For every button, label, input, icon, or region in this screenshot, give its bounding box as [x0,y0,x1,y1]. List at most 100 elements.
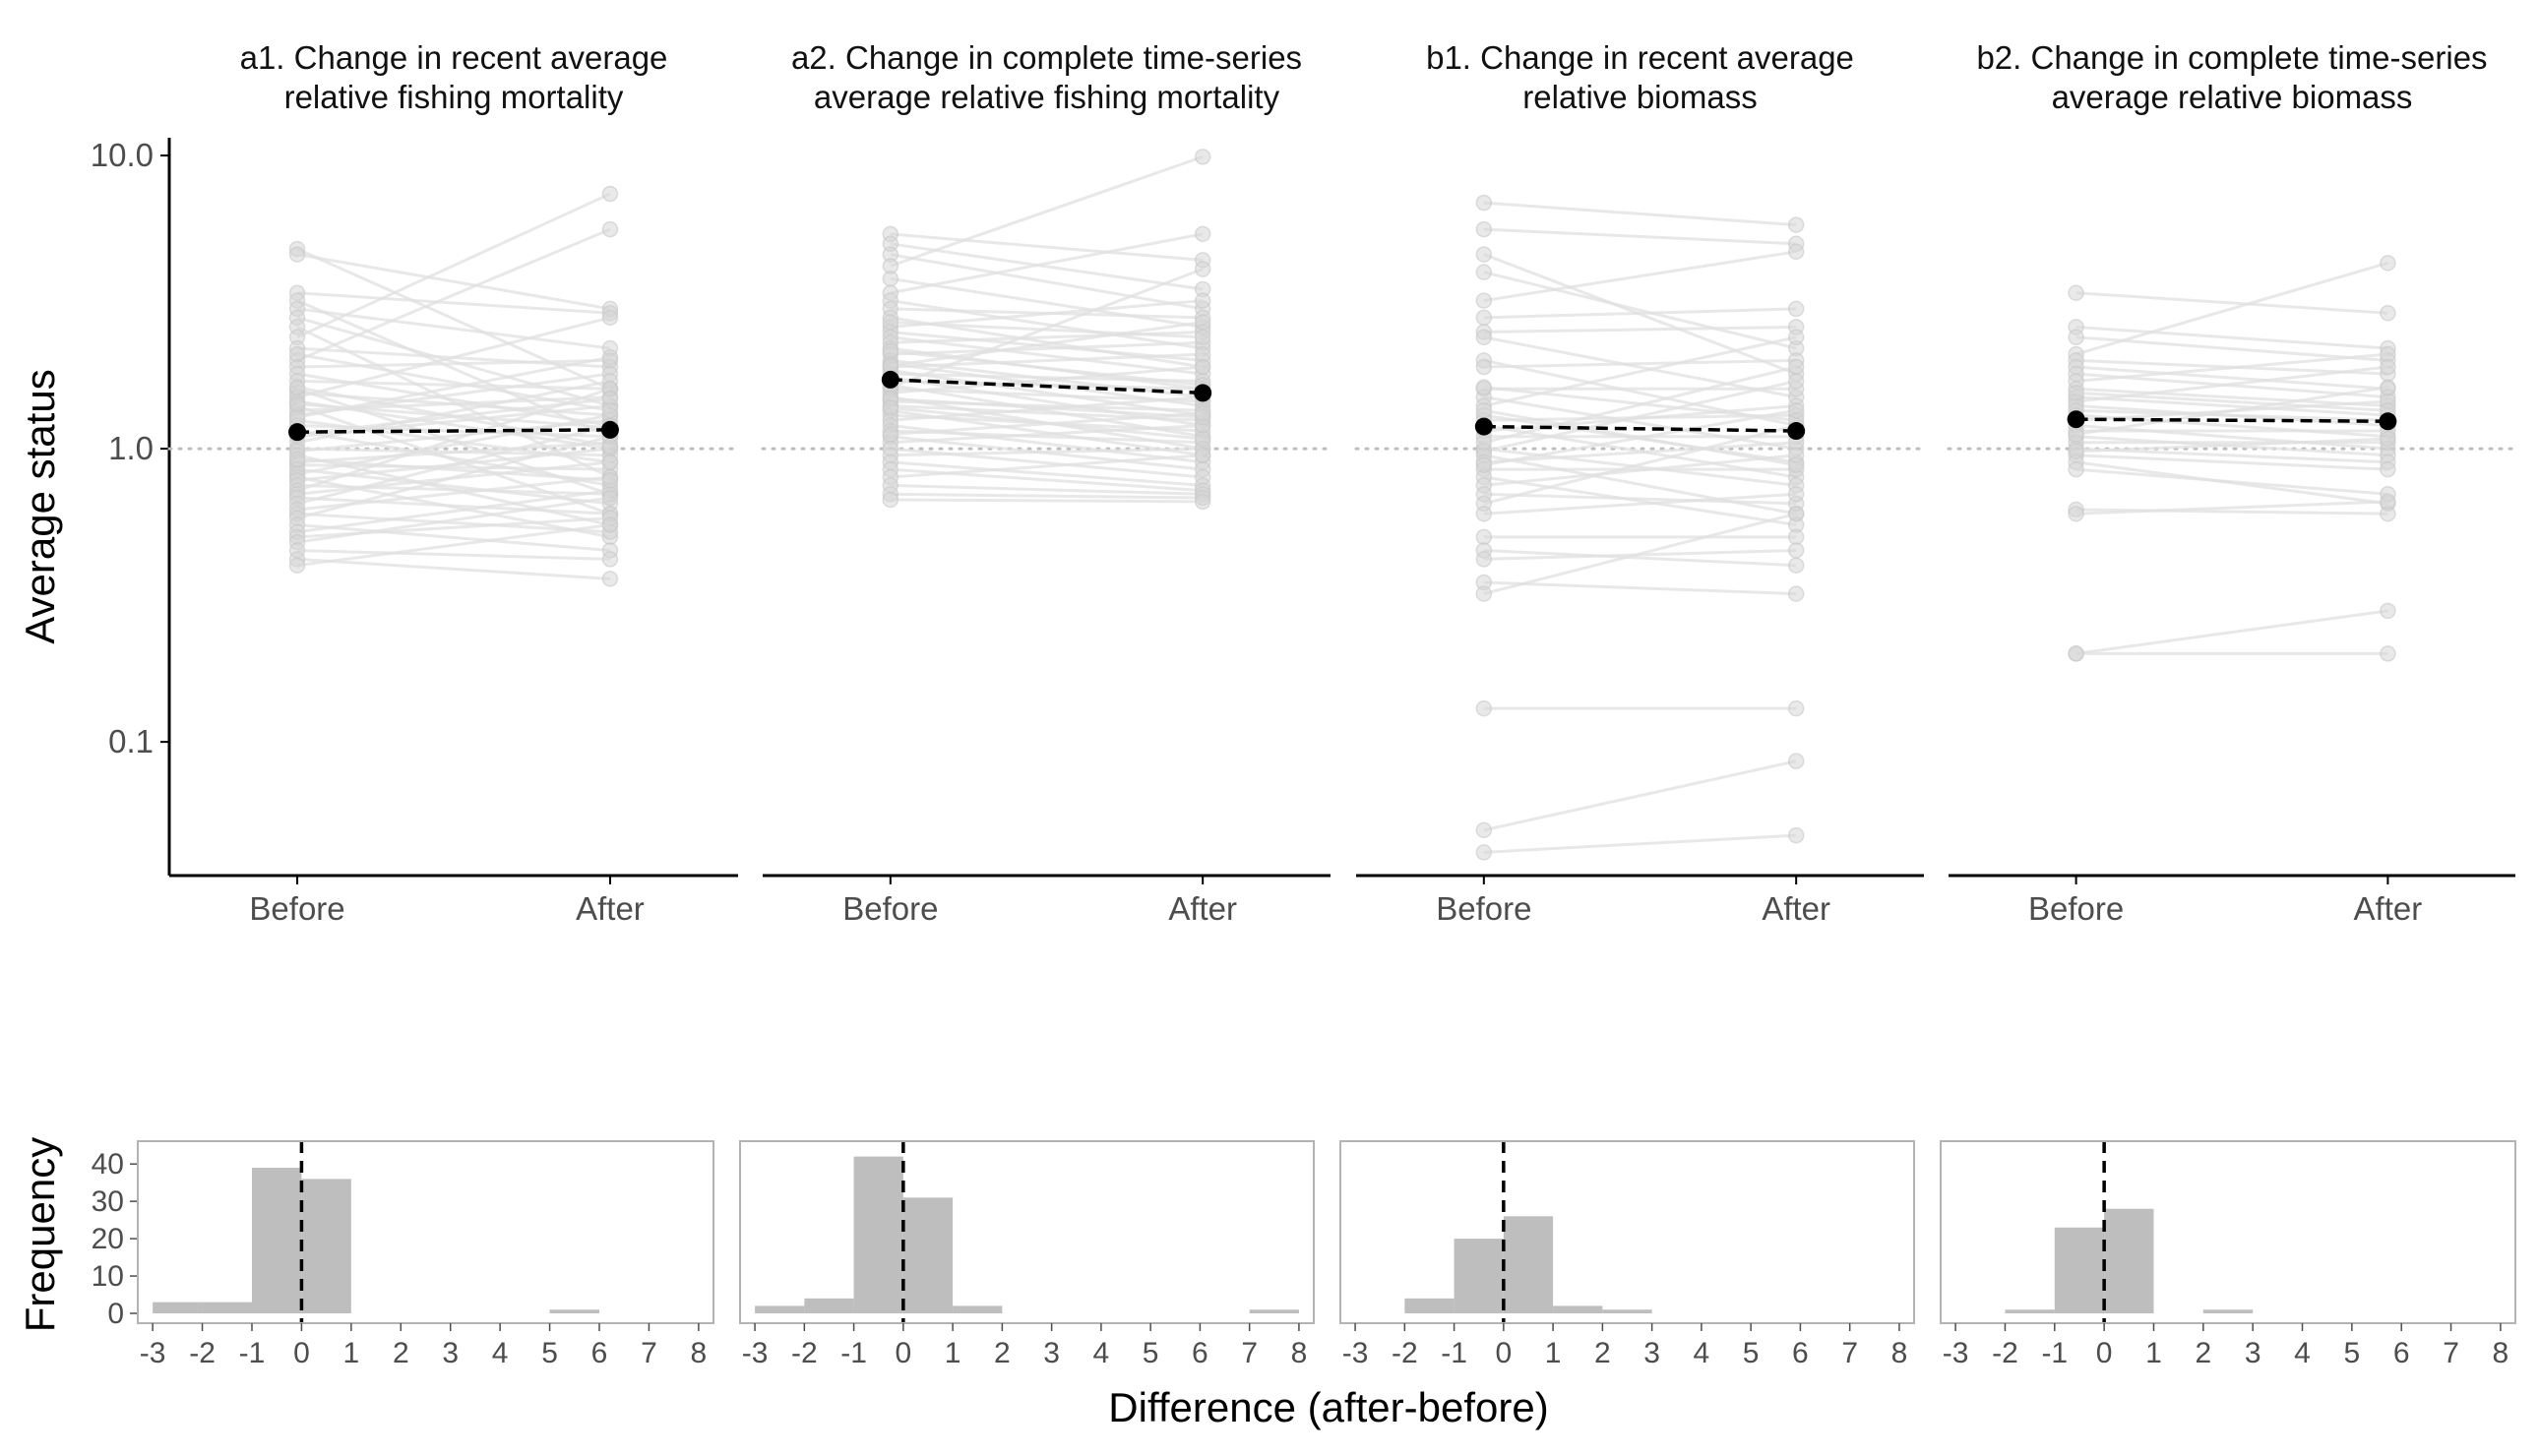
before-point [1475,329,1493,346]
stock-pair-line [296,512,611,534]
before-point [882,314,899,331]
stock-pair-line [890,429,1204,445]
before-point [288,557,306,574]
x-tick-label-after: After [2354,890,2423,927]
stock-pair-line [2075,365,2388,391]
stock-pair-line [2075,424,2388,451]
stock-pair-line [2075,387,2388,408]
after-point [2380,430,2396,448]
stock-pair-line [1483,492,1797,506]
diff-tick-label: 0 [1496,1337,1513,1369]
after-point [1194,447,1211,463]
histogram-bar [804,1298,854,1313]
before-point [1475,585,1493,602]
diff-tick-label: 8 [2493,1337,2509,1369]
stock-pair-line [890,492,1204,500]
after-point [2380,358,2396,376]
after-point [1787,373,1805,390]
stock-pair-line [2075,325,2388,350]
stock-pair-line [890,154,1204,268]
mean-before-point [2067,410,2085,429]
before-point [1475,434,1493,452]
after-point [1194,430,1211,448]
after-point [2380,645,2396,662]
diff-tick-label: -1 [239,1337,266,1369]
stock-pair-line [296,424,611,506]
diff-tick-label: 8 [1291,1337,1308,1369]
stock-pair-line [1483,580,1797,596]
stock-pair-line [2075,467,2388,496]
after-point [2380,305,2396,322]
stock-pair-line [296,247,611,391]
before-point [882,426,899,443]
panel-title: a2. Change in complete time-series [791,39,1302,76]
stock-pair-line [1483,512,1797,596]
stock-pair-line [296,496,611,544]
diff-tick-label: -3 [140,1337,166,1369]
mean-after-point [1194,384,1212,402]
diff-tick-label: 5 [2344,1337,2361,1369]
stock-pair-line [1483,759,1797,832]
x-tick-label-after: After [576,890,645,927]
diff-tick-label: 1 [2145,1337,2162,1369]
stock-pair-line [890,365,1204,394]
diff-tick-label: 0 [896,1337,912,1369]
after-point [1787,542,1805,559]
freq-tick-label: 40 [92,1148,124,1181]
diff-tick-label: 3 [1643,1337,1660,1369]
x-tick-label-after: After [1168,890,1237,927]
histogram-frame [739,1140,1315,1324]
before-point [2068,284,2084,301]
after-point [601,309,619,327]
stock-pair-line [890,299,1204,350]
stock-pair-line [890,483,1204,496]
histogram-frame [137,1140,714,1324]
stock-pair-line [890,447,1204,457]
stock-pair-line [1483,379,1797,454]
stock-pair-line [296,299,611,439]
diff-tick-label: 3 [442,1337,459,1369]
y-tick-label: 0.1 [108,723,154,759]
histogram-bar [953,1305,1003,1313]
histogram-bar [1553,1305,1603,1313]
stock-pair-line [296,253,611,311]
diff-tick-label: 8 [1891,1337,1908,1369]
before-point [1475,844,1493,861]
after-point [1194,329,1211,346]
before-point [288,345,306,363]
stock-pair-line [2075,291,2388,315]
after-point [1194,404,1211,422]
before-point [288,395,306,412]
histogram-3: -3 -2 -1 0 1 2 3 4 5 6 7 8 [1339,1140,1915,1369]
panel-title: average relative biomass [2052,79,2413,115]
x-tick-label-before: Before [1436,890,1531,927]
histogram-bar [2202,1309,2254,1313]
stock-pair-line [296,557,611,580]
x-tick-label-before: Before [842,890,938,927]
after-point [601,516,619,533]
panel-4: b2. Change in complete time-seriesaverag… [1947,39,2517,927]
diff-tick-label: -3 [742,1337,769,1369]
stock-pair-line [296,522,611,568]
diff-tick-label: 0 [293,1337,310,1369]
diff-tick-label: 1 [1545,1337,1562,1369]
before-point [2068,329,2084,346]
stock-pair-line [890,253,1204,311]
stock-pair-line [1483,386,1797,422]
freq-tick-label: 30 [92,1185,124,1218]
diff-tick-label: 7 [641,1337,657,1369]
stock-pair-line [296,404,611,516]
before-point [1475,309,1493,327]
histogram-frame [1339,1140,1915,1324]
before-point [288,451,306,468]
before-point [1475,456,1493,473]
before-point [1475,379,1493,395]
mean-line [297,428,610,434]
stock-pair-line [2075,454,2388,471]
after-point [2380,255,2396,272]
stock-pair-line [296,522,611,552]
stock-pair-line [1483,404,1797,433]
stock-pair-line [1483,454,1797,487]
